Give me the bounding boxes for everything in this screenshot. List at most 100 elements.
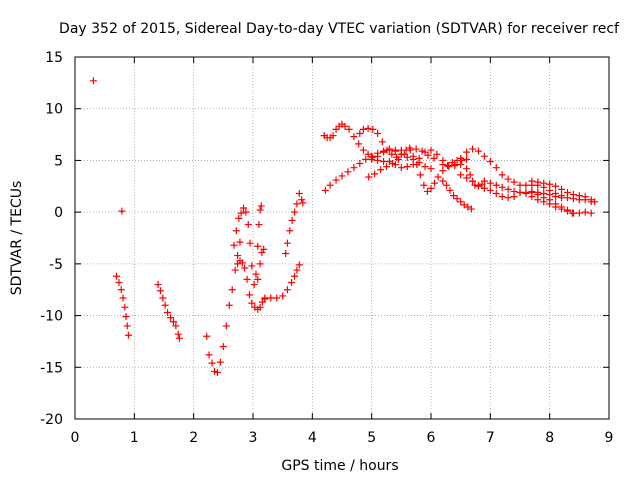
data-point (124, 331, 132, 339)
data-point (299, 199, 307, 207)
data-point (210, 367, 218, 375)
axis-ticks (74, 56, 610, 420)
data-point (421, 163, 429, 171)
data-point (546, 196, 554, 204)
data-point (558, 194, 566, 202)
data-point (321, 186, 329, 194)
data-point (423, 187, 431, 195)
data-point (345, 125, 353, 133)
data-point (445, 163, 453, 171)
data-point (439, 177, 447, 185)
data-point (552, 182, 560, 190)
data-point (254, 242, 262, 250)
data-point (480, 152, 488, 160)
y-tick-label: 5 (54, 153, 63, 169)
data-point (474, 181, 482, 189)
series-arc-3.1 (254, 245, 268, 283)
data-point (369, 125, 377, 133)
data-point (261, 295, 269, 303)
data-point (208, 359, 216, 367)
data-point (418, 147, 426, 155)
data-point (248, 262, 256, 270)
data-point (121, 303, 129, 311)
data-point (486, 186, 494, 194)
data-point (236, 238, 244, 246)
data-point (463, 148, 471, 156)
data-point (492, 190, 500, 198)
data-point (230, 241, 238, 249)
data-point (569, 191, 577, 199)
data-point (510, 187, 518, 195)
data-point (231, 266, 239, 274)
data-point (415, 158, 423, 166)
series-arc-2.2 (203, 238, 244, 376)
data-point (293, 266, 301, 274)
data-points (89, 77, 599, 376)
data-point (326, 181, 334, 189)
data-point (216, 358, 224, 366)
chart-title: Day 352 of 2015, Sidereal Day-to-day VTE… (59, 21, 620, 37)
data-point (431, 179, 439, 187)
series-arc-2.7 (230, 202, 265, 289)
data-point (498, 183, 506, 191)
data-point (522, 181, 530, 189)
data-point (377, 166, 385, 174)
data-point (256, 303, 264, 311)
data-point (492, 164, 500, 172)
data-point (371, 170, 379, 178)
data-point (528, 177, 536, 185)
data-point (457, 161, 465, 169)
data-point (575, 192, 583, 200)
data-point (433, 150, 441, 158)
data-point (338, 172, 346, 180)
data-point (267, 294, 275, 302)
data-point (380, 148, 388, 156)
data-point (288, 278, 296, 286)
data-point (412, 145, 420, 153)
series-arc-6.5 (457, 171, 566, 202)
series-arc-5.0 (368, 145, 435, 173)
data-point (332, 176, 340, 184)
data-point (118, 207, 126, 215)
y-tick-label: -20 (40, 412, 63, 428)
data-point (469, 145, 477, 153)
series-arc-6.2b (439, 177, 475, 213)
data-point (364, 124, 372, 132)
data-point (587, 196, 595, 204)
data-point (362, 155, 370, 163)
data-point (350, 133, 358, 141)
data-point (293, 200, 301, 208)
data-point (397, 164, 405, 172)
data-point (563, 206, 571, 214)
data-point (356, 130, 364, 138)
series-isolated-1 (89, 77, 97, 85)
data-point (581, 208, 589, 216)
data-point (228, 286, 236, 294)
data-point (391, 161, 399, 169)
data-point (242, 208, 250, 216)
data-point (380, 157, 388, 165)
data-point (374, 130, 382, 138)
data-point (587, 209, 595, 217)
data-point (374, 152, 382, 160)
data-point (504, 185, 512, 193)
data-point (119, 294, 127, 302)
x-tick-label: 6 (427, 430, 436, 446)
data-point (161, 301, 169, 309)
data-point (288, 216, 296, 224)
x-tick-label: 9 (605, 430, 614, 446)
y-tick-label: 15 (45, 50, 63, 66)
data-point (89, 77, 97, 85)
data-point (279, 292, 287, 300)
data-point (450, 192, 458, 200)
data-point (552, 200, 560, 208)
data-point (420, 181, 428, 189)
data-point (123, 322, 131, 330)
data-point (442, 181, 450, 189)
data-point (558, 185, 566, 193)
data-point (424, 151, 432, 159)
series-arc-3.2 (261, 261, 303, 303)
data-point (516, 188, 524, 196)
data-point (355, 140, 363, 148)
data-point (256, 260, 264, 268)
